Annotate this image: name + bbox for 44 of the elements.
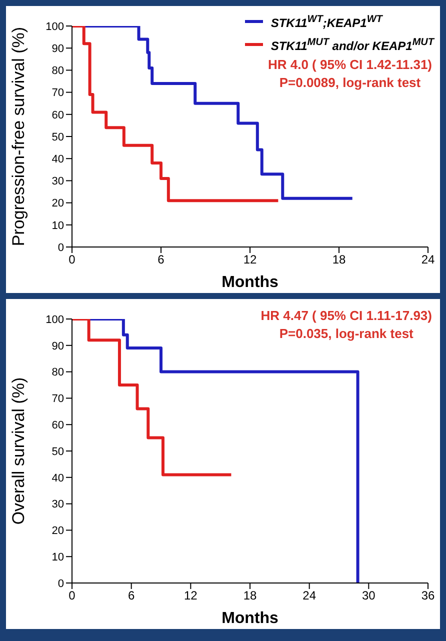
x-tick-label: 6	[128, 588, 135, 603]
legend-label: STK11$^{WT}$;KEAP1$^{WT}$	[270, 13, 382, 32]
y-tick-label: 70	[52, 87, 64, 100]
x-tick-label: 12	[184, 588, 198, 603]
y-tick-label: 0	[58, 578, 64, 590]
annotation: P=0.0089, log-rank test	[278, 74, 422, 92]
y-tick-label: 60	[52, 109, 64, 122]
y-tick-label: 10	[52, 552, 64, 564]
x-tick-label: 0	[68, 252, 76, 267]
y-tick-label: 70	[52, 393, 64, 406]
y-tick-label: 20	[52, 198, 64, 210]
y-tick-label: 30	[52, 498, 64, 511]
x-tick-label: 0	[68, 588, 76, 603]
legend-label: STK11$^{MUT}$ and/or KEAP1$^{MUT}$	[270, 36, 434, 55]
y-tick-label: 80	[52, 65, 64, 78]
y-axis-title: Overall survival (%)	[9, 377, 28, 525]
x-tick-label: 6	[158, 252, 165, 267]
y-tick-label: 60	[52, 420, 64, 432]
x-axis-title: Months	[222, 610, 279, 627]
y-tick-label: 10	[52, 220, 64, 232]
y-tick-label: 20	[52, 525, 64, 538]
y-tick-label: 100	[46, 20, 64, 33]
x-tick-label: 30	[362, 588, 376, 603]
y-tick-label: 40	[52, 472, 64, 484]
x-tick-label: 12	[243, 252, 257, 267]
y-tick-label: 90	[52, 43, 64, 56]
y-tick-label: 90	[52, 340, 64, 352]
y-tick-label: 0	[58, 242, 64, 254]
annotation: HR 4.47 ( 95% CI 1.11-17.93)	[260, 307, 432, 325]
x-tick-label: 18	[243, 588, 257, 603]
annotation: HR 4.0 ( 95% CI 1.42-11.31)	[268, 56, 432, 74]
y-tick-label: 30	[52, 176, 64, 188]
y-tick-label: 80	[52, 366, 64, 379]
x-tick-label: 18	[332, 252, 346, 267]
x-tick-label: 24	[421, 252, 435, 267]
y-tick-label: 40	[52, 154, 64, 166]
annotation: P=0.035, log-rank test	[278, 325, 414, 343]
x-axis-title: Months	[222, 274, 279, 291]
y-tick-label: 50	[52, 446, 64, 458]
x-tick-label: 24	[302, 588, 316, 603]
y-axis-title: Progression-free survival (%)	[9, 26, 28, 246]
y-tick-label: 50	[52, 131, 64, 144]
y-tick-label: 100	[46, 314, 64, 326]
x-tick-label: 36	[421, 588, 435, 603]
